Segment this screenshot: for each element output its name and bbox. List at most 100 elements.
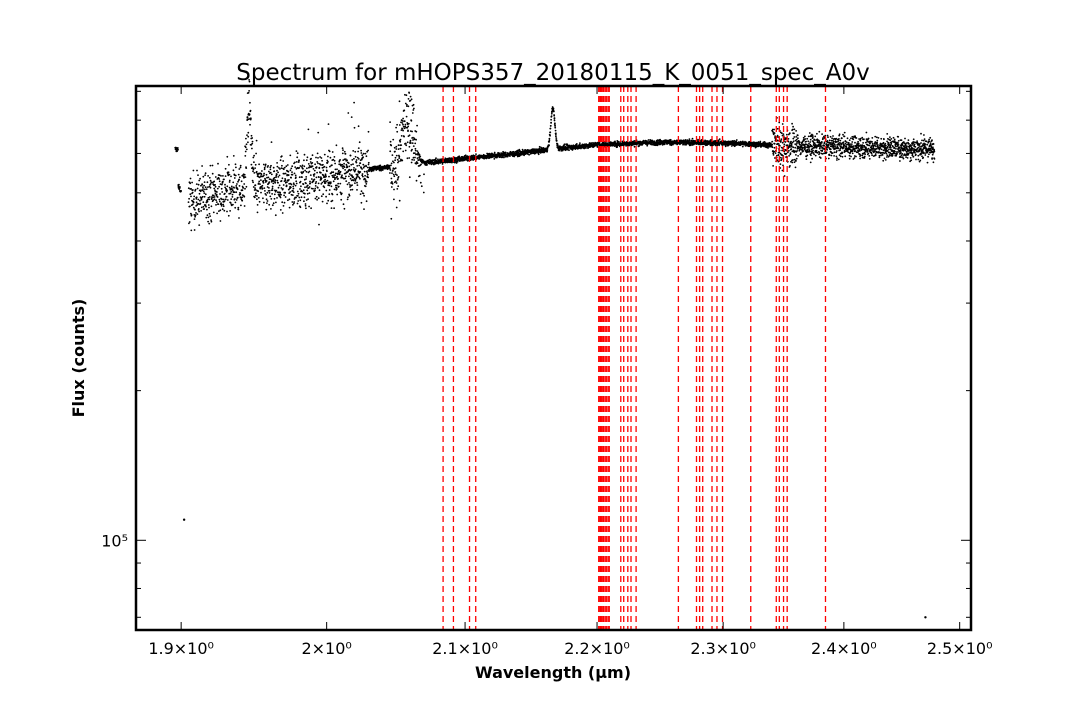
data-point [270,180,273,183]
data-point [784,141,787,143]
data-point [811,134,814,137]
data-point [413,138,416,141]
data-point [899,149,902,152]
data-point [291,171,293,174]
data-point [205,188,208,191]
data-point [325,195,327,198]
data-point [362,152,365,155]
data-point [426,164,428,166]
data-point [187,201,190,204]
data-point [365,165,367,168]
data-point [859,157,861,160]
data-point [196,213,199,216]
data-point [771,146,774,149]
data-point [266,176,268,179]
data-point [309,161,312,163]
data-point [208,212,211,215]
data-point [299,180,302,183]
data-point [357,125,360,128]
data-point [785,152,788,155]
data-point [861,144,864,147]
data-point [812,149,814,152]
data-point [334,162,336,165]
data-point [344,169,346,171]
data-point [280,155,283,158]
data-point [464,154,467,157]
data-point [320,177,323,180]
data-point [809,138,812,141]
data-point [415,162,418,165]
data-point [224,167,227,170]
data-point [223,192,226,195]
data-point [194,208,196,211]
data-point [769,142,772,145]
data-point [884,142,887,145]
data-point [546,150,548,153]
data-point [798,141,801,144]
data-point [204,204,207,207]
data-point [392,160,394,163]
data-point [325,166,328,169]
data-point [842,141,845,144]
data-point [316,198,318,201]
data-point [883,138,885,141]
data-point [788,155,790,157]
data-point [208,198,211,201]
data-point [808,132,811,134]
data-point [859,139,862,142]
data-point [357,175,359,178]
data-point [843,146,845,148]
data-point [811,145,813,148]
data-point [844,142,847,145]
data-point [398,124,401,126]
data-point [208,196,211,198]
data-point [187,187,190,190]
data-point [288,206,291,209]
data-point [638,144,640,147]
data-point [542,147,545,149]
data-point [334,177,336,179]
data-point [316,152,319,155]
data-point [263,166,266,169]
data-point [203,184,206,187]
data-point [320,195,323,198]
data-point [329,156,332,159]
data-point [806,154,809,157]
data-point [293,202,295,205]
data-point [284,191,286,194]
data-point [814,154,817,157]
data-point [410,142,412,144]
data-point [868,155,871,157]
data-point [896,151,899,153]
data-point [897,144,900,146]
data-point [796,142,798,145]
data-point [291,194,294,197]
data-point [327,123,330,125]
data-point [901,156,904,159]
data-point [843,131,846,134]
data-point [319,156,321,158]
data-point [342,203,345,206]
data-point [195,205,198,207]
data-point [199,199,201,202]
data-point [219,209,222,212]
data-point [406,126,409,129]
data-point [265,208,268,211]
data-point [419,155,422,158]
data-point [304,204,307,207]
data-point [275,173,278,176]
data-point [189,205,191,208]
data-point [359,193,362,196]
data-point [222,198,225,201]
data-point [772,152,775,155]
data-point [408,134,411,137]
data-point [836,157,838,160]
data-point [204,174,207,177]
data-point [230,198,233,201]
data-point [475,153,477,156]
data-point [298,167,301,169]
data-point [792,146,795,149]
data-point [271,189,274,192]
data-point [767,147,769,149]
data-point [193,218,196,221]
